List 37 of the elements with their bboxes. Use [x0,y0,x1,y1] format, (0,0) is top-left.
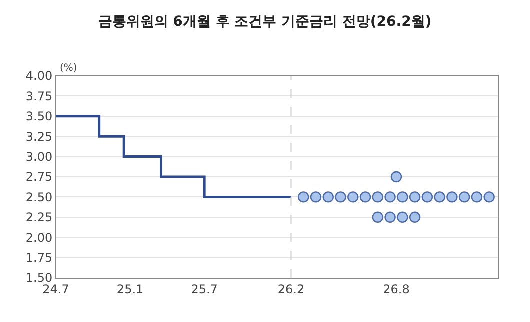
point [372,192,384,203]
point [397,212,408,223]
y-tick-label: 2.25 [26,210,53,225]
x-tick-label: 25.7 [191,282,218,296]
point [484,192,495,203]
y-tick-label: 3.50 [26,110,53,124]
y-axis-title: (%) [60,63,78,74]
point [446,192,458,203]
y-tick-label: 3.00 [26,150,53,164]
x-tick-label: 26.2 [278,282,305,296]
y-tick-label: 2.00 [26,230,53,245]
point [434,192,446,203]
y-tick-label: 3.75 [26,89,53,104]
point [409,212,421,223]
point [397,192,408,203]
point [310,192,322,203]
point [298,192,310,203]
point [384,212,396,223]
point [335,192,346,203]
y-tick-label: 3.25 [26,130,53,144]
chart-title: 금통위원의 6개월 후 조건부 기준금리 전망(26.2월) [98,14,432,30]
x-tick-label: 25.1 [116,282,144,296]
point [348,192,359,203]
point [458,192,470,203]
x-tick-label: 26.8 [383,282,410,296]
point [422,192,434,203]
y-tick-label: 1.75 [26,251,53,265]
point [360,192,372,203]
y-tick-label: 4.00 [26,69,53,84]
point [384,192,396,203]
point [471,192,483,203]
point [390,171,402,183]
point [409,192,421,203]
point [372,212,384,223]
point [322,192,334,203]
y-tick-label: 2.75 [26,170,53,184]
y-tick-label: 2.50 [26,190,53,204]
